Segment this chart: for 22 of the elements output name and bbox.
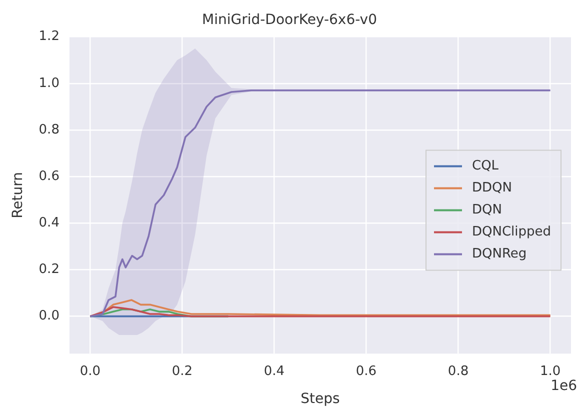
y-tick-label: 0.2 <box>38 262 60 278</box>
legend-label: DQNReg <box>472 246 527 262</box>
legend-label: DDQN <box>472 180 512 196</box>
y-tick-label: 0.6 <box>38 168 60 184</box>
x-tick-label: 0.6 <box>356 364 377 379</box>
x-tick-label: 1.0 <box>540 364 561 379</box>
x-tick-label: 0.8 <box>448 364 469 379</box>
x-tick-label: 0.0 <box>80 364 101 379</box>
x-tick-label: 0.2 <box>172 364 193 379</box>
y-tick-label: 0.4 <box>38 216 60 231</box>
x-axis-title: Steps <box>300 391 340 408</box>
y-tick-label: 1.0 <box>38 76 60 91</box>
y-axis-title: Return <box>10 172 26 218</box>
x-tick-label: 0.4 <box>264 364 285 379</box>
legend-label: CQL <box>472 158 500 174</box>
chart-title: MiniGrid-DoorKey-6x6-v0 <box>202 12 377 28</box>
y-tick-label: 0.0 <box>38 308 60 324</box>
legend-label: DQN <box>472 202 502 218</box>
text: 1e6 <box>550 378 578 394</box>
y-tick-label: 1.2 <box>38 29 60 44</box>
legend-label: DQNClipped <box>472 224 552 240</box>
y-tick-label: 0.8 <box>38 122 60 138</box>
